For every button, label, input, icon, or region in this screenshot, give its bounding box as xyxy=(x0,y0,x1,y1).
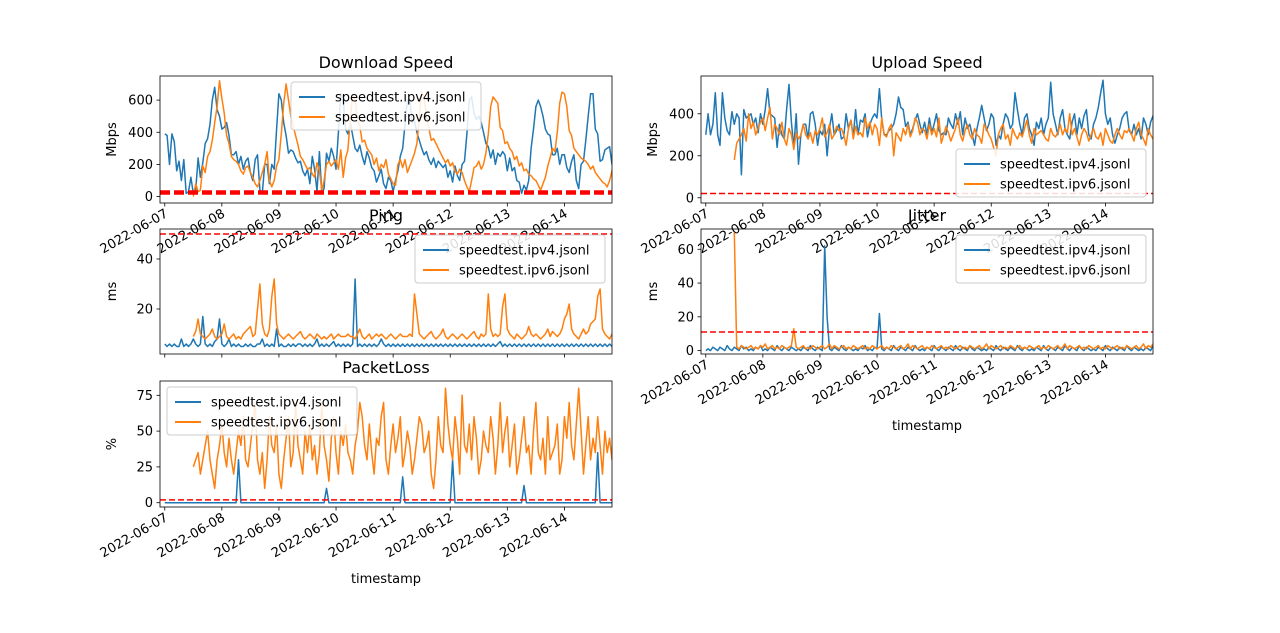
upload-ytick-label: 200 xyxy=(669,149,694,164)
jitter-series-ipv4-line xyxy=(705,245,1153,352)
packetloss-ytick-label: 25 xyxy=(136,460,153,475)
download-series-ipv4-line xyxy=(164,86,612,195)
ping-title: Ping xyxy=(369,206,403,225)
ping-series-ipv4-line xyxy=(164,278,612,348)
packetloss-series-ipv6-line xyxy=(192,387,612,490)
packetloss-legend-label: speedtest.ipv4.jsonl xyxy=(211,396,342,411)
jitter-series-ipv6-line xyxy=(733,232,1153,350)
download-ytick-label: 600 xyxy=(128,94,153,109)
upload-series-ipv4-line xyxy=(705,79,1153,176)
packetloss-ytick-label: 0 xyxy=(145,496,153,511)
upload-title: Upload Speed xyxy=(871,53,982,72)
jitter-ytick-label: 40 xyxy=(677,277,694,292)
ping-axes-frame xyxy=(159,228,613,355)
jitter-data xyxy=(705,232,1153,352)
upload-legend-label: speedtest.ipv6.jsonl xyxy=(1000,178,1131,193)
packetloss-series-ipv4-line xyxy=(164,451,612,504)
download-ytick-label: 0 xyxy=(145,190,153,205)
packetloss-legend-box xyxy=(166,386,358,436)
ping-legend-label: speedtest.ipv6.jsonl xyxy=(459,264,590,279)
packetloss-ytick-label: 75 xyxy=(136,389,153,404)
ping-ylabel: ms xyxy=(105,282,120,302)
jitter-ytick-label: 20 xyxy=(677,310,694,325)
download-data xyxy=(164,80,612,197)
upload-legend: speedtest.ipv4.jsonl speedtest.ipv6.jsonl xyxy=(955,148,1147,198)
upload-legend-label: speedtest.ipv4.jsonl xyxy=(1000,158,1131,173)
download-axes-frame xyxy=(159,75,613,204)
packetloss-ylabel: % xyxy=(105,438,120,450)
download-title: Download Speed xyxy=(319,53,454,72)
ping-legend-label: speedtest.ipv4.jsonl xyxy=(459,244,590,259)
packetloss-legend: speedtest.ipv4.jsonl speedtest.ipv6.jsonl xyxy=(166,386,358,436)
upload-legend-box xyxy=(955,148,1147,198)
upload-ytick-label: 0 xyxy=(686,191,694,206)
download-legend-label: speedtest.ipv6.jsonl xyxy=(335,111,466,126)
ping-legend: speedtest.ipv4.jsonl speedtest.ipv6.jsonl xyxy=(414,234,606,284)
ping-data xyxy=(164,278,612,348)
jitter-legend-box xyxy=(955,234,1147,284)
packetloss-ytick-label: 50 xyxy=(136,425,153,440)
download-legend-box xyxy=(290,81,482,131)
ping-series-ipv6-line xyxy=(192,278,612,340)
packetloss-title: PacketLoss xyxy=(342,358,429,377)
download-series-ipv6-line xyxy=(192,80,612,197)
download-ytick-label: 400 xyxy=(128,126,153,141)
packetloss-axes-frame xyxy=(159,380,613,508)
jitter-legend-label: speedtest.ipv6.jsonl xyxy=(1000,264,1131,279)
ping-ytick-label: 20 xyxy=(136,303,153,318)
upload-series-ipv6-line xyxy=(733,106,1153,161)
jitter-ylabel: ms xyxy=(646,282,661,302)
packetloss-legend-label: speedtest.ipv6.jsonl xyxy=(211,416,342,431)
upload-ytick-label: 400 xyxy=(669,107,694,122)
download-ylabel: Mbps xyxy=(105,122,120,157)
download-legend: speedtest.ipv4.jsonl speedtest.ipv6.jsonl xyxy=(290,81,482,131)
upload-data xyxy=(705,79,1153,176)
packetloss-xlabel: timestamp xyxy=(351,572,421,587)
packetloss-data xyxy=(164,387,612,504)
download-legend-label: speedtest.ipv4.jsonl xyxy=(335,91,466,106)
jitter-title: Jitter xyxy=(907,206,947,225)
jitter-ytick-label: 60 xyxy=(677,243,694,258)
download-ytick-label: 200 xyxy=(128,158,153,173)
upload-ylabel: Mbps xyxy=(646,122,661,157)
ping-subplot: 2040Pingmsspeedtest.ipv4.jsonlspeedtest.… xyxy=(105,206,613,358)
jitter-legend-label: speedtest.ipv4.jsonl xyxy=(1000,244,1131,259)
ping-ytick-label: 40 xyxy=(136,253,153,268)
ping-legend-box xyxy=(414,234,606,284)
jitter-ytick-label: 0 xyxy=(686,344,694,359)
jitter-axes-frame xyxy=(700,228,1154,355)
jitter-xlabel: timestamp xyxy=(892,419,962,434)
upload-axes-frame xyxy=(700,75,1154,204)
jitter-legend: speedtest.ipv4.jsonl speedtest.ipv6.jsonl xyxy=(955,234,1147,284)
